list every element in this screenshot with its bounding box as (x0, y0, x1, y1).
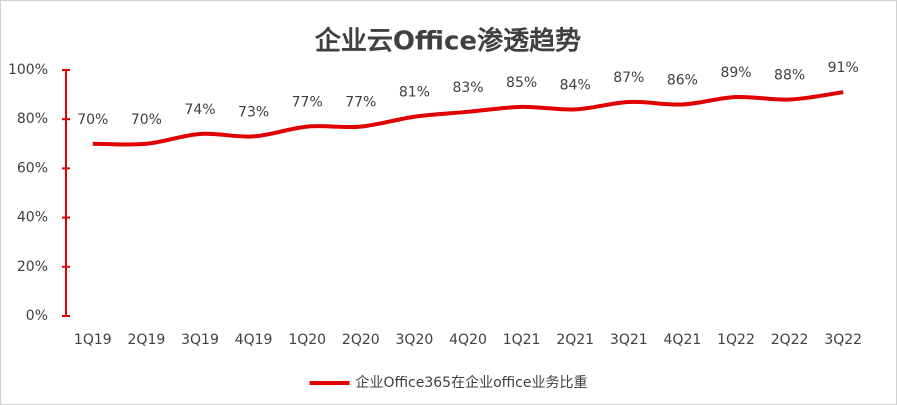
y-tick-label: 40% (17, 210, 48, 226)
data-label: 87% (613, 70, 644, 86)
data-label: 85% (506, 75, 537, 91)
x-tick-label: 1Q19 (74, 332, 112, 348)
x-tick-label: 4Q19 (235, 332, 273, 348)
data-label: 88% (774, 68, 805, 84)
data-label: 81% (399, 85, 430, 101)
y-tick-label: 100% (8, 62, 48, 78)
x-tick-label: 1Q22 (717, 332, 755, 348)
x-tick-label: 2Q20 (342, 332, 380, 348)
x-tick-label: 4Q20 (449, 332, 487, 348)
data-label: 86% (667, 72, 698, 88)
x-tick-label: 2Q19 (128, 332, 166, 348)
y-tick-label: 0% (26, 308, 48, 324)
x-tick-label: 1Q21 (503, 332, 541, 348)
data-label: 77% (345, 95, 376, 111)
data-label: 77% (292, 95, 323, 111)
y-tick-label: 60% (17, 160, 48, 176)
chart-title: 企业云Office渗透趋势 (315, 26, 581, 57)
legend-label: 企业Office365在企业office业务比重 (356, 374, 588, 391)
x-tick-label: 4Q21 (664, 332, 702, 348)
data-label: 83% (452, 80, 483, 96)
data-label: 84% (560, 77, 591, 93)
data-label: 74% (184, 102, 215, 118)
x-tick-label: 3Q22 (824, 332, 862, 348)
data-label: 73% (238, 104, 269, 120)
x-tick-label: 3Q19 (181, 332, 219, 348)
x-tick-label: 2Q22 (771, 332, 809, 348)
y-tick-label: 20% (17, 259, 48, 275)
x-tick-label: 1Q20 (288, 332, 326, 348)
data-label: 70% (77, 112, 108, 128)
data-label: 91% (828, 60, 859, 76)
x-tick-label: 3Q21 (610, 332, 648, 348)
data-label: 70% (131, 112, 162, 128)
x-tick-label: 3Q20 (396, 332, 434, 348)
line-series (92, 90, 844, 147)
data-label: 89% (720, 65, 751, 81)
x-tick-label: 2Q21 (556, 332, 594, 348)
y-tick-label: 80% (17, 111, 48, 127)
